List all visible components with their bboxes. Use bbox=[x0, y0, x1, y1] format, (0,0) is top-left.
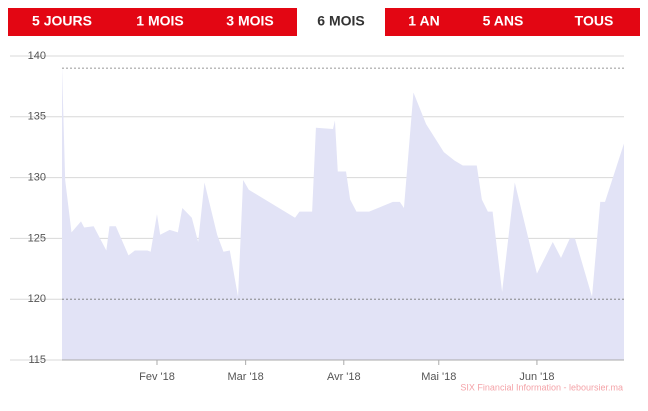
x-tick-label: Fev '18 bbox=[139, 371, 175, 383]
tab[interactable]: 1 AN bbox=[408, 13, 439, 29]
tab[interactable]: 6 MOIS bbox=[317, 13, 364, 29]
tab[interactable]: 3 MOIS bbox=[226, 13, 273, 29]
x-tick-label: Jun '18 bbox=[519, 371, 554, 383]
x-tick-label: Mai '18 bbox=[421, 371, 456, 383]
area bbox=[62, 65, 624, 360]
y-tick-label: 130 bbox=[28, 172, 46, 184]
tab[interactable]: 5 ANS bbox=[483, 13, 524, 29]
credit: SIX Financial Information - leboursier.m… bbox=[460, 382, 623, 392]
y-tick-label: 115 bbox=[28, 354, 46, 366]
tab[interactable]: 1 MOIS bbox=[136, 13, 183, 29]
y-tick-label: 125 bbox=[28, 232, 46, 244]
y-tick-label: 120 bbox=[28, 293, 46, 305]
x-tick-label: Avr '18 bbox=[327, 371, 361, 383]
y-tick-label: 135 bbox=[28, 111, 46, 123]
tab[interactable]: 5 JOURS bbox=[32, 13, 92, 29]
y-tick-label: 140 bbox=[28, 50, 46, 62]
x-tick-label: Mar '18 bbox=[227, 371, 263, 383]
tab[interactable]: TOUS bbox=[575, 13, 614, 29]
active-tab[interactable] bbox=[297, 8, 385, 36]
